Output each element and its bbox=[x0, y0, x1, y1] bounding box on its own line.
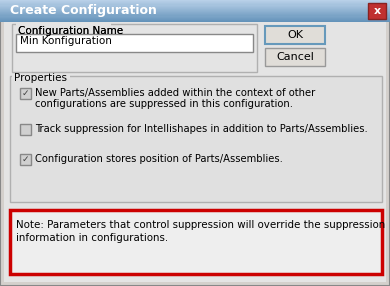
Bar bbox=[0, 11, 390, 13]
Text: Configuration stores position of Parts/Assemblies.: Configuration stores position of Parts/A… bbox=[35, 154, 283, 164]
Bar bbox=[0, 14, 390, 16]
Text: New Parts/Assemblies added within the context of other: New Parts/Assemblies added within the co… bbox=[35, 88, 315, 98]
Bar bbox=[0, 18, 390, 19]
Bar bbox=[0, 21, 390, 23]
Text: Note: Parameters that control suppression will override the suppression: Note: Parameters that control suppressio… bbox=[16, 220, 385, 230]
Bar bbox=[265, 26, 325, 44]
Text: ✓: ✓ bbox=[22, 155, 29, 164]
Bar bbox=[12, 24, 257, 72]
Bar bbox=[16, 34, 253, 52]
Bar bbox=[0, 2, 390, 4]
Text: Create Configuration: Create Configuration bbox=[10, 4, 157, 17]
Text: Track suppression for Intellishapes in addition to Parts/Assemblies.: Track suppression for Intellishapes in a… bbox=[35, 124, 368, 134]
Bar bbox=[10, 210, 382, 274]
Bar bbox=[0, 19, 390, 20]
Bar bbox=[0, 5, 390, 7]
Text: x: x bbox=[374, 6, 381, 16]
Text: Configuration Name: Configuration Name bbox=[18, 26, 123, 36]
Text: Cancel: Cancel bbox=[276, 52, 314, 62]
Bar bbox=[0, 15, 390, 17]
Bar bbox=[16, 23, 111, 27]
Bar bbox=[0, 9, 390, 10]
Bar bbox=[0, 7, 390, 8]
Bar bbox=[12, 74, 70, 79]
Bar bbox=[0, 10, 390, 11]
Bar bbox=[0, 1, 390, 3]
Bar bbox=[0, 20, 390, 21]
Bar bbox=[0, 0, 390, 2]
Bar bbox=[368, 3, 386, 19]
Bar bbox=[0, 4, 390, 6]
Bar bbox=[20, 124, 31, 135]
Bar bbox=[0, 12, 390, 14]
Text: OK: OK bbox=[287, 30, 303, 40]
Bar bbox=[0, 8, 390, 9]
Text: configurations are suppressed in this configuration.: configurations are suppressed in this co… bbox=[35, 99, 293, 109]
Text: Configuration Name: Configuration Name bbox=[18, 26, 123, 36]
Bar bbox=[10, 76, 382, 202]
Bar bbox=[265, 48, 325, 66]
Text: Min Konfiguration: Min Konfiguration bbox=[20, 36, 112, 46]
Text: ✓: ✓ bbox=[22, 89, 29, 98]
Bar bbox=[20, 88, 31, 99]
Text: Properties: Properties bbox=[14, 73, 67, 83]
Bar bbox=[0, 3, 390, 5]
Bar bbox=[20, 154, 31, 165]
Bar bbox=[0, 17, 390, 18]
Text: information in configurations.: information in configurations. bbox=[16, 233, 168, 243]
Bar bbox=[0, 13, 390, 15]
